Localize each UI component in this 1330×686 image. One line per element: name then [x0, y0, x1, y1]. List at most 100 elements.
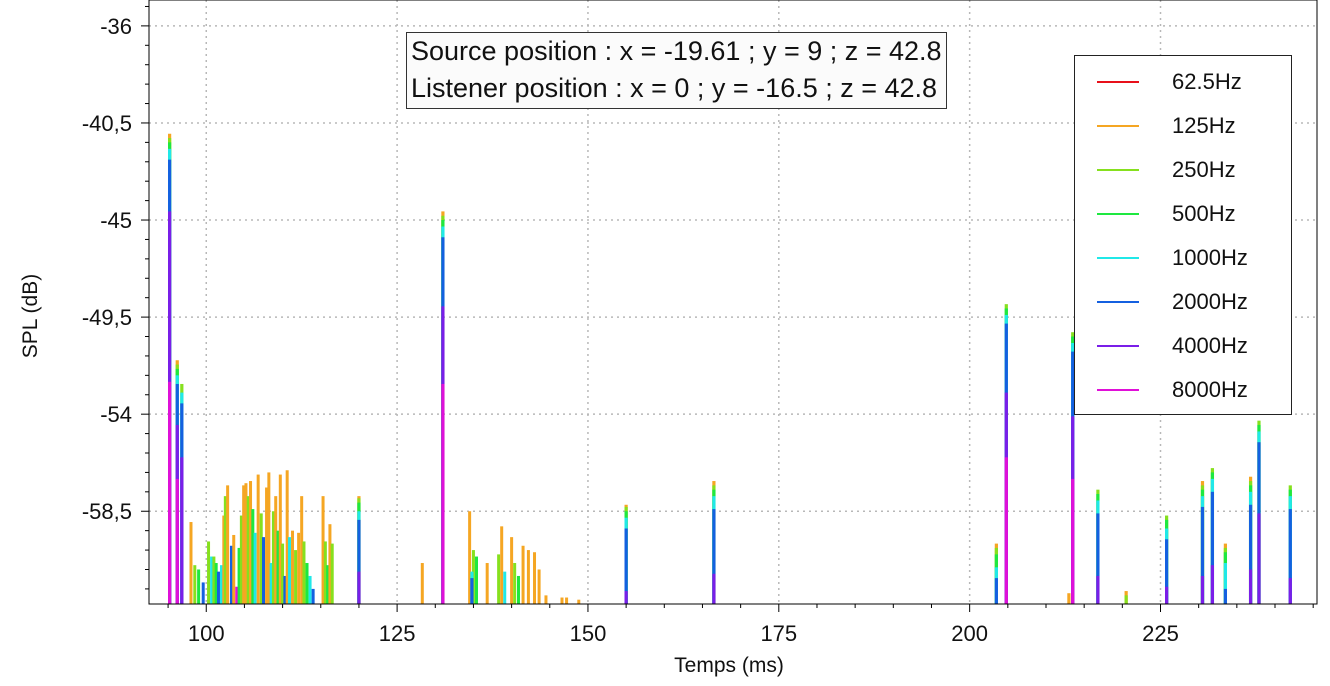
impulse-bar	[274, 496, 278, 604]
impulse-bar	[278, 474, 282, 604]
legend-item: 125Hz	[1097, 111, 1236, 141]
impulse-bar	[269, 563, 273, 604]
legend-item: 8000Hz	[1097, 375, 1248, 405]
impulse-band-segment	[1165, 539, 1169, 604]
impulse-bar	[577, 599, 581, 604]
impulse-group	[441, 211, 445, 605]
impulse-bar	[259, 513, 263, 604]
impulse-bar	[197, 569, 201, 604]
impulse-band-segment	[180, 457, 184, 604]
source-position-text: Source position : x = -19.61 ; y = 9 ; z…	[411, 36, 942, 66]
legend-label: 500Hz	[1172, 201, 1236, 226]
legend-label: 4000Hz	[1172, 333, 1248, 358]
impulse-bar	[281, 543, 285, 604]
impulse-band-segment	[1165, 586, 1169, 604]
impulse-band-segment	[1004, 457, 1008, 604]
legend-label: 1000Hz	[1172, 245, 1248, 270]
plot-area-frame	[148, 0, 1318, 605]
y-tick-label: -49,5	[82, 305, 132, 330]
impulse-group	[1165, 515, 1169, 604]
impulse-bar	[526, 550, 530, 604]
impulse-band-segment	[994, 578, 998, 604]
impulse-band-segment	[1288, 578, 1292, 604]
impulse-group	[1210, 468, 1215, 604]
impulse-bar	[468, 511, 472, 604]
impulse-bar	[565, 597, 569, 604]
impulse-band-segment	[1288, 509, 1292, 604]
legend: 62.5Hz 125Hz 250Hz 500Hz 1000Hz 2000Hz 4000Hz 8…	[1074, 55, 1292, 415]
impulse-bar	[503, 571, 507, 604]
impulse-bar	[328, 524, 332, 604]
impulse-bar	[308, 575, 312, 604]
impulse-bar	[271, 511, 275, 604]
impulse-bar	[201, 582, 205, 604]
impulse-bar	[474, 556, 478, 604]
impulse-group	[1257, 420, 1261, 604]
impulse-bar	[533, 552, 537, 604]
y-axis-ticks: -36 -40,5 -45 -49,5 -54 -58,5	[82, 14, 149, 524]
impulse-group	[175, 360, 179, 604]
impulse-bar	[294, 550, 298, 604]
x-tick-label: 150	[570, 621, 607, 646]
impulse-band-segment	[1248, 504, 1253, 604]
impulse-bar	[256, 474, 260, 604]
impulse-group	[470, 571, 474, 604]
impulse-bar	[235, 586, 239, 604]
impulse-band-segment	[1200, 575, 1205, 604]
impulse-group	[180, 383, 184, 604]
impulse-band-segment	[470, 578, 474, 604]
legend-swatch	[1097, 389, 1139, 391]
legend-label: 250Hz	[1172, 157, 1236, 182]
legend-label: 125Hz	[1172, 113, 1236, 138]
position-annotation: Source position : x = -19.61 ; y = 9 ; z…	[406, 32, 947, 109]
impulse-band-segment	[357, 571, 361, 604]
impulse-bar	[246, 496, 250, 604]
impulse-bar	[226, 485, 230, 604]
impulse-group	[357, 496, 361, 604]
impulse-bar	[323, 541, 327, 604]
legend-label: 8000Hz	[1172, 377, 1248, 402]
impulse-bar	[510, 537, 514, 604]
y-axis-title: SPL (dB)	[19, 274, 42, 358]
impulse-group	[994, 543, 998, 604]
y-tick-label: -36	[100, 14, 132, 39]
impulse-band-segment	[1223, 563, 1227, 604]
impulse-bar	[253, 532, 257, 604]
y-tick-label: -58,5	[82, 499, 132, 524]
impulse-group	[712, 481, 716, 604]
impulse-bar	[305, 563, 309, 604]
x-axis-ticks: 100 125 150 175 200 225	[188, 604, 1179, 646]
y-tick-label: -45	[100, 208, 132, 233]
legend-item: 500Hz	[1097, 199, 1236, 229]
impulse-group	[1288, 485, 1292, 604]
impulse-bar	[222, 515, 226, 604]
impulse-bar	[326, 565, 330, 604]
x-tick-label: 225	[1142, 621, 1179, 646]
impulse-bar	[212, 556, 216, 604]
impulse-band-segment	[1223, 588, 1227, 604]
impulse-bar	[216, 571, 220, 604]
impulse-bar	[521, 545, 525, 604]
impulse-bar	[297, 532, 301, 604]
impulse-group	[1004, 304, 1008, 604]
impulse-band-segment	[1124, 595, 1128, 604]
legend-item: 1000Hz	[1097, 243, 1248, 273]
impulse-group	[1223, 543, 1227, 604]
impulse-bar	[214, 563, 218, 604]
impulse-bar	[513, 563, 517, 604]
impulse-group	[1124, 591, 1128, 604]
impulse-group	[1067, 593, 1071, 604]
impulse-bar	[321, 496, 325, 604]
impulse-band-segment	[1210, 491, 1215, 604]
legend-item: 2000Hz	[1097, 287, 1248, 317]
impulse-band-segment	[1071, 478, 1075, 604]
legend-swatch	[1097, 125, 1139, 127]
impulse-bar	[242, 485, 246, 604]
legend-swatch	[1097, 81, 1139, 83]
impulse-band-segment	[1067, 593, 1071, 604]
impulse-bar	[283, 575, 287, 604]
impulse-group	[624, 504, 628, 604]
impulse-bar	[251, 509, 255, 604]
impulse-group	[1248, 476, 1253, 604]
legend-swatch	[1097, 169, 1139, 171]
